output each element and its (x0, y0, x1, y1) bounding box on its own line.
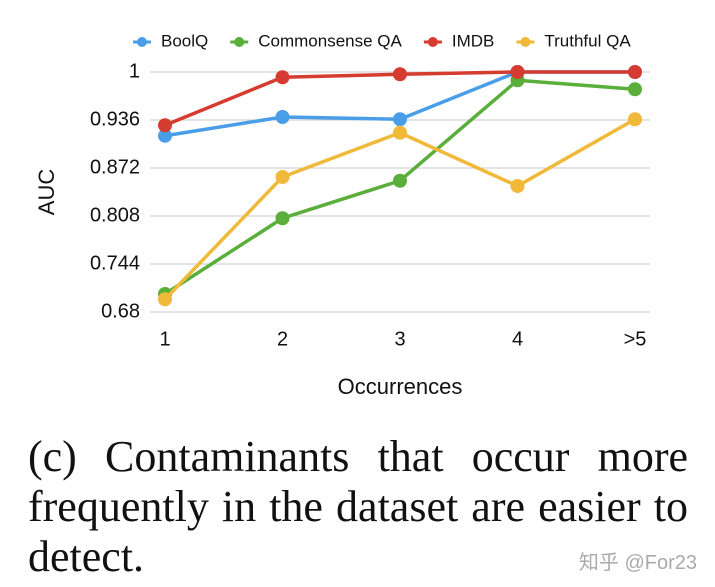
legend-label: Truthful QA (544, 31, 631, 50)
legend-marker (234, 37, 245, 47)
x-tick-label: 3 (394, 328, 405, 350)
point (275, 170, 290, 184)
legend-marker (520, 37, 531, 47)
legend-marker (427, 37, 438, 47)
point (158, 128, 172, 143)
legend-label: IMDB (452, 31, 495, 50)
point (628, 82, 642, 97)
point (393, 173, 407, 188)
chart: Occurrences AUC 0.68 0.744 0.808 0.872 0.936… (34, 31, 650, 399)
caption: (c) Contaminants that occur more frequen… (28, 432, 688, 581)
point (158, 292, 172, 307)
x-axis-label: Occurrences (338, 374, 463, 399)
y-tick-label: 0.744 (90, 252, 140, 274)
point (510, 179, 525, 193)
y-tick-label: 1 (129, 60, 140, 82)
point (393, 125, 407, 140)
point (275, 110, 290, 124)
x-tick-label: >5 (624, 328, 647, 350)
point (393, 67, 407, 82)
point (510, 65, 525, 79)
legend-marker (137, 37, 147, 47)
y-tick-label: 0.872 (90, 156, 140, 178)
legend-label: BoolQ (161, 31, 208, 50)
y-tick-label: 0.68 (101, 300, 140, 322)
point (628, 65, 642, 79)
series-line (163, 117, 636, 301)
point (158, 118, 172, 133)
y-tick-label: 0.936 (90, 108, 140, 130)
point (628, 112, 642, 127)
point (275, 211, 290, 226)
x-tick-label: 4 (512, 328, 523, 350)
point (393, 112, 407, 127)
legend-label: Commonsense QA (258, 31, 402, 50)
y-tick-label: 0.808 (90, 204, 140, 226)
y-axis-label: AUC (34, 169, 59, 216)
x-tick-label: 2 (277, 328, 288, 350)
x-tick-label: 1 (159, 328, 170, 350)
watermark: 知乎 @For23 (578, 552, 697, 574)
point (275, 70, 290, 85)
